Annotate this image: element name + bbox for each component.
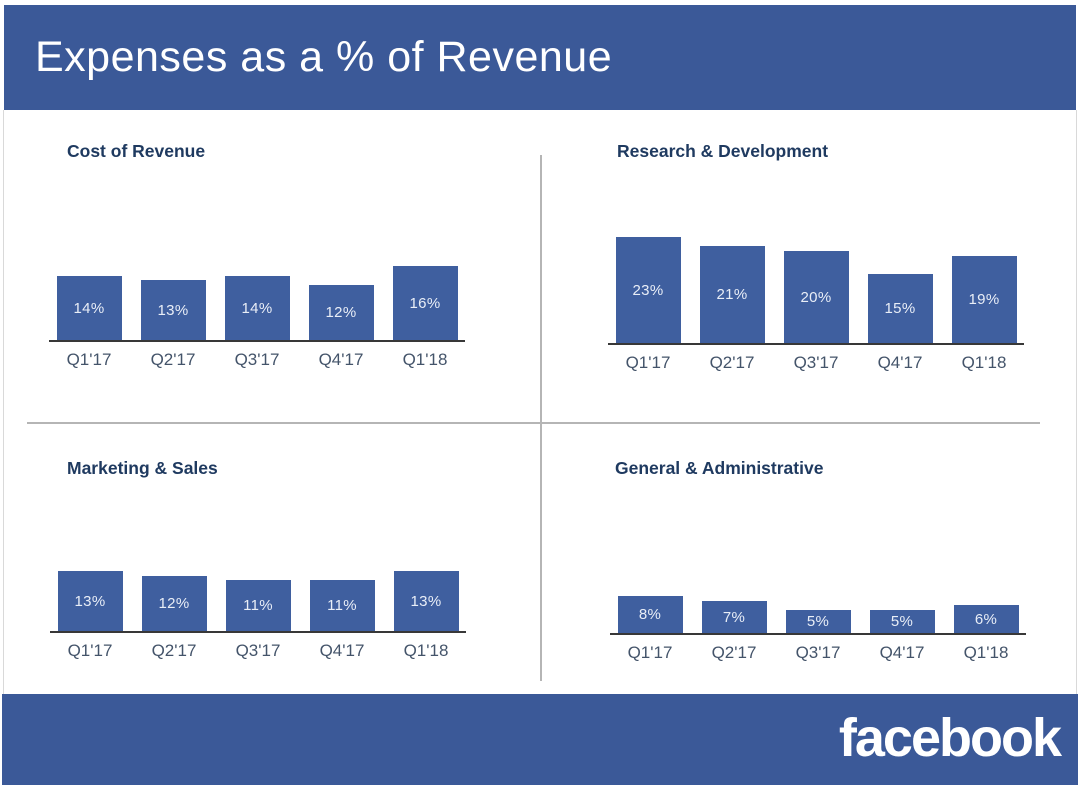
bar-value-label: 7% <box>722 608 746 626</box>
bar-Q4'17: 15% <box>867 274 933 343</box>
bar-Q3'17: 5% <box>785 610 851 633</box>
bar-Q1'17: 8% <box>617 596 683 633</box>
bar-value-label: 19% <box>968 291 1000 308</box>
axis-tick-label: Q1'17 <box>627 643 673 662</box>
bar-value-label: 12% <box>158 595 190 612</box>
axis-tick-label: Q3'17 <box>795 643 841 662</box>
bar-value-label: 5% <box>890 613 914 630</box>
panel-cost-of-revenue: Cost of Revenue 14% 13% 14% 12% 16% Q1'17 Q2'… <box>4 110 541 423</box>
bar-value-label: 6% <box>974 610 998 628</box>
axis-tick-label: Q1'17 <box>67 641 113 660</box>
bar-Q1'17: 14% <box>56 276 122 340</box>
bar-Q1'18: 6% <box>953 605 1019 633</box>
bar-value-label: 16% <box>409 294 441 312</box>
bar-Q2'17: 7% <box>701 601 767 633</box>
bar-value-label: 11% <box>243 597 273 614</box>
bar-Q3'17: 20% <box>783 251 849 343</box>
axis-tick-label: Q4'17 <box>879 643 925 662</box>
bar-Q4'17: 5% <box>869 610 935 633</box>
bar-chart-research-development: 23% 21% 20% 15% 19% Q1'17 Q2'17 Q3'17 Q4'17 Q1'1… <box>608 225 1024 373</box>
bar-Q3'17: 11% <box>225 580 291 631</box>
axis-labels-row: Q1'17 Q2'17 Q3'17 Q4'17 Q1'18 <box>608 353 1024 373</box>
axis-tick-label: Q4'17 <box>319 641 365 660</box>
bar-value-label: 13% <box>410 592 442 610</box>
bar-Q4'17: 11% <box>309 580 375 631</box>
facebook-logo: facebook <box>838 707 1062 768</box>
axis-tick-label: Q2'17 <box>150 350 196 369</box>
bar-Q1'18: 19% <box>951 256 1017 343</box>
right-edge-line <box>1076 110 1077 694</box>
bar-value-label: 23% <box>632 281 664 299</box>
chart-title-general-administrative: General & Administrative <box>615 458 824 478</box>
panel-marketing-sales: Marketing & Sales 13% 12% 11% 11% 13% Q1'17 Q… <box>4 423 541 694</box>
bar-Q2'17: 21% <box>699 246 765 343</box>
bar-Q3'17: 14% <box>224 276 290 340</box>
axis-tick-label: Q2'17 <box>711 643 757 662</box>
axis-tick-label: Q2'17 <box>151 641 197 660</box>
bar-chart-marketing-sales: 13% 12% 11% 11% 13% Q1'17 Q2'17 Q3'17 Q4'17 Q1'1… <box>50 513 466 661</box>
bar-chart-cost-of-revenue: 14% 13% 14% 12% 16% Q1'17 Q2'17 Q3'17 Q4'17 Q1'1… <box>49 222 465 370</box>
bar-Q2'17: 12% <box>141 576 207 631</box>
header-band: Expenses as a % of Revenue <box>4 5 1076 110</box>
plot-area: 8% 7% 5% 5% 6% <box>610 515 1026 635</box>
axis-labels-row: Q1'17 Q2'17 Q3'17 Q4'17 Q1'18 <box>610 643 1026 663</box>
axis-tick-label: Q1'18 <box>402 350 448 369</box>
vertical-divider <box>540 155 542 681</box>
axis-tick-label: Q4'17 <box>318 350 364 369</box>
bar-value-label: 20% <box>800 288 832 306</box>
plot-area: 23% 21% 20% 15% 19% <box>608 225 1024 345</box>
axis-labels-row: Q1'17 Q2'17 Q3'17 Q4'17 Q1'18 <box>49 350 465 370</box>
footer-band: facebook <box>2 694 1078 785</box>
bar-value-label: 14% <box>241 299 273 317</box>
axis-labels-row: Q1'17 Q2'17 Q3'17 Q4'17 Q1'18 <box>50 641 466 661</box>
chart-title-cost-of-revenue: Cost of Revenue <box>67 141 206 161</box>
bar-value-label: 12% <box>325 304 357 321</box>
axis-tick-label: Q2'17 <box>709 353 755 372</box>
bar-Q2'17: 13% <box>140 280 206 340</box>
axis-tick-label: Q1'17 <box>625 353 671 372</box>
bar-value-label: 13% <box>157 301 189 319</box>
bar-value-label: 8% <box>638 606 662 623</box>
axis-tick-label: Q4'17 <box>877 353 923 372</box>
bar-chart-general-administrative: 8% 7% 5% 5% 6% Q1'17 Q2'17 Q3'17 Q4'17 Q1'18 <box>610 515 1026 663</box>
bar-value-label: 5% <box>806 613 830 630</box>
bar-value-label: 15% <box>884 300 916 317</box>
bar-Q1'18: 13% <box>393 571 459 631</box>
plot-area: 13% 12% 11% 11% 13% <box>50 513 466 633</box>
bar-value-label: 11% <box>327 597 357 614</box>
axis-tick-label: Q1'18 <box>961 353 1007 372</box>
axis-tick-label: Q1'18 <box>963 643 1009 662</box>
bar-value-label: 13% <box>74 592 106 610</box>
axis-tick-label: Q3'17 <box>235 641 281 660</box>
bar-Q1'18: 16% <box>392 266 458 340</box>
horizontal-divider <box>27 422 1040 424</box>
plot-area: 14% 13% 14% 12% 16% <box>49 222 465 342</box>
bar-Q1'17: 23% <box>615 237 681 343</box>
bar-Q4'17: 12% <box>308 285 374 340</box>
left-edge-line <box>3 110 4 694</box>
slide-title: Expenses as a % of Revenue <box>35 33 613 81</box>
axis-tick-label: Q1'17 <box>66 350 112 369</box>
bar-value-label: 21% <box>716 286 748 303</box>
bar-Q1'17: 13% <box>57 571 123 631</box>
panel-general-administrative: General & Administrative 8% 7% 5% 5% 6% Q1'1… <box>541 423 1076 694</box>
axis-tick-label: Q1'18 <box>403 641 449 660</box>
axis-tick-label: Q3'17 <box>793 353 839 372</box>
axis-tick-label: Q3'17 <box>234 350 280 369</box>
chart-title-marketing-sales: Marketing & Sales <box>67 458 218 478</box>
chart-title-research-development: Research & Development <box>617 141 829 161</box>
bar-value-label: 14% <box>73 299 105 317</box>
panel-research-development: Research & Development 23% 21% 20% 15% 19% Q… <box>541 110 1076 423</box>
